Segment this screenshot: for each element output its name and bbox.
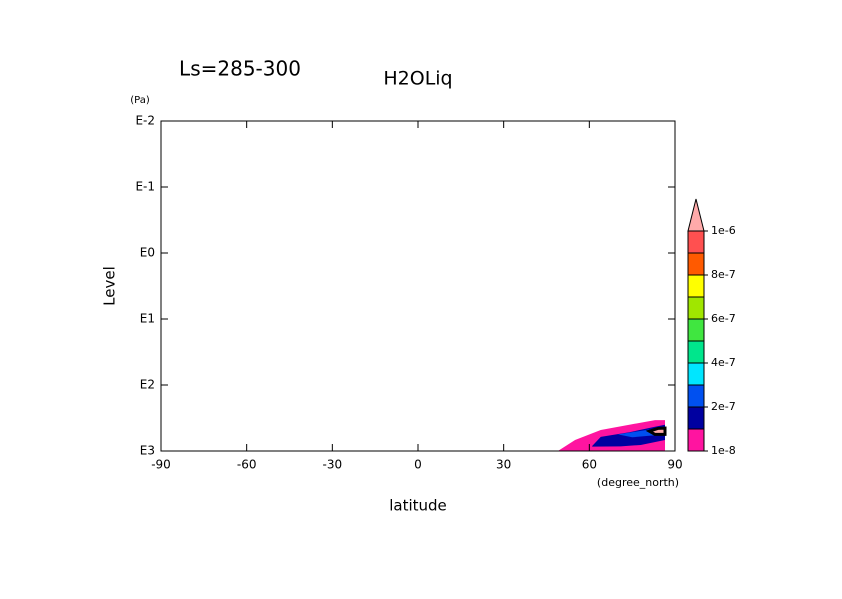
y-tick-label: E2 [140, 378, 155, 392]
x-tick-label: 30 [496, 458, 511, 472]
colorbar-box [687, 362, 705, 386]
colorbar-over [687, 198, 705, 232]
colorbar-box [687, 384, 705, 408]
x-tick-label: -60 [237, 458, 257, 472]
x-tick-label: 90 [667, 458, 682, 472]
colorbar-tick-label: 1e-6 [711, 224, 736, 237]
x-tick-label: -30 [323, 458, 343, 472]
y-unit: (Pa) [130, 95, 150, 106]
x-axis-label: latitude [389, 497, 447, 515]
contour-region [645, 426, 667, 436]
y-axis-label: Level [101, 266, 119, 306]
colorbar-box [687, 428, 705, 452]
colorbar-tick-label: 4e-7 [711, 356, 736, 369]
colorbar-tick-label: 1e-8 [711, 444, 736, 457]
subtitle: Ls=285-300 [179, 57, 301, 81]
x-tick-label: -90 [151, 458, 171, 472]
colorbar-box [687, 340, 705, 364]
colorbar-box [687, 252, 705, 276]
colorbar-box [687, 318, 705, 342]
x-unit: (degree_north) [597, 476, 679, 489]
colorbar-tick-label: 8e-7 [711, 268, 736, 281]
colorbar-box [687, 406, 705, 430]
x-tick-label: 0 [414, 458, 422, 472]
y-tick-label: E3 [140, 444, 155, 458]
plot-frame [160, 120, 676, 452]
colorbar-tick-label: 2e-7 [711, 400, 736, 413]
colorbar-box [687, 274, 705, 298]
y-tick-label: E0 [140, 246, 155, 260]
colorbar-box [687, 230, 705, 254]
y-tick-label: E-2 [135, 114, 155, 128]
y-tick-label: E1 [140, 312, 155, 326]
colorbar-tick-label: 6e-7 [711, 312, 736, 325]
x-tick-label: 60 [582, 458, 597, 472]
colorbar-box [687, 296, 705, 320]
y-tick-label: E-1 [135, 180, 155, 194]
chart-title: H2OLiq [383, 68, 452, 90]
